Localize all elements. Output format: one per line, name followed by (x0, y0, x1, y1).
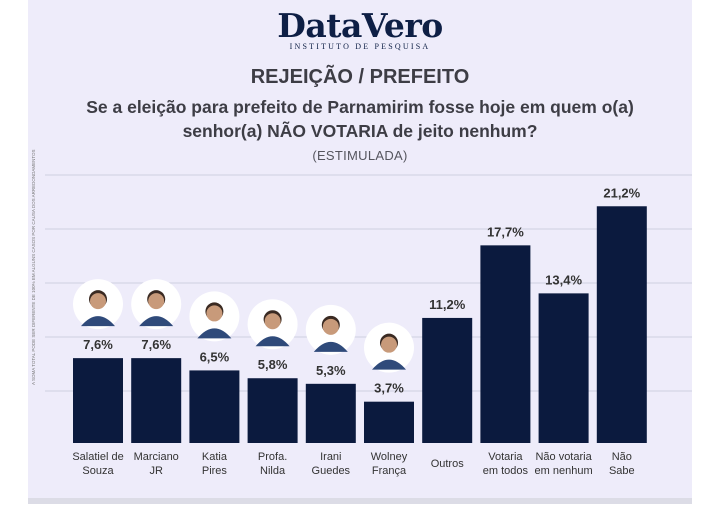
value-label-8: 13,4% (545, 272, 582, 287)
brand-subtitle: INSTITUTO DE PESQUISA (289, 42, 431, 51)
category-label-3: Nilda (260, 465, 286, 477)
photo-face-5 (381, 336, 397, 353)
value-label-9: 21,2% (603, 185, 640, 200)
stimulated-label: (ESTIMULADA) (312, 148, 408, 163)
photo-shoulders-4 (313, 341, 348, 352)
question-line-1: Se a eleição para prefeito de Parnamirim… (86, 97, 634, 117)
chart-question: Se a eleição para prefeito de Parnamirim… (60, 95, 660, 143)
category-label-7: em todos (483, 465, 529, 477)
category-label-2: Katia (202, 451, 228, 463)
category-label-4: Irani (320, 451, 341, 463)
chart-title: REJEIÇÃO / PREFEITO (250, 66, 470, 88)
value-label-5: 3,7% (374, 381, 404, 396)
category-label-5: Wolney (371, 451, 408, 463)
category-label-9: Não (612, 451, 632, 463)
brand-name: DataVero (277, 6, 443, 45)
category-label-4: Guedes (312, 465, 351, 477)
bar-6 (422, 317, 473, 443)
bar-7 (480, 245, 531, 443)
bar-4 (305, 383, 356, 443)
bar-0 (73, 358, 123, 443)
bar-2 (189, 370, 240, 443)
category-label-8: em nenhum (535, 465, 593, 477)
bar-5 (364, 401, 414, 443)
photo-shoulders-1 (139, 316, 174, 327)
value-label-3: 5,8% (258, 357, 288, 372)
category-label-5: França (372, 465, 407, 477)
category-label-0: Salatiel de (72, 451, 123, 463)
photo-face-3 (264, 313, 281, 330)
photo-face-1 (148, 293, 165, 310)
photo-face-4 (322, 318, 339, 335)
value-label-4: 5,3% (316, 363, 346, 378)
category-label-3: Profa. (258, 451, 287, 463)
photo-face-0 (90, 293, 106, 310)
category-label-6: Outros (431, 458, 465, 470)
bar-9 (596, 206, 647, 443)
photo-shoulders-2 (197, 328, 232, 339)
bar-3 (247, 378, 298, 443)
category-label-9: Sabe (609, 465, 635, 477)
bar-8 (538, 293, 589, 443)
photo-face-2 (206, 305, 223, 322)
category-label-1: JR (149, 465, 163, 477)
value-label-1: 7,6% (141, 337, 171, 352)
category-label-2: Pires (202, 465, 228, 477)
bar-1 (131, 358, 182, 443)
photo-shoulders-0 (81, 316, 115, 327)
value-label-7: 17,7% (487, 224, 524, 239)
category-label-0: Souza (82, 465, 114, 477)
value-label-2: 6,5% (200, 349, 230, 364)
question-line-2: senhor(a) NÃO VOTARIA de jeito nenhum? (182, 121, 538, 141)
card-shadow (28, 498, 692, 504)
photo-shoulders-5 (372, 359, 406, 370)
category-label-8: Não votaria (535, 451, 592, 463)
category-label-1: Marciano (134, 451, 179, 463)
category-label-7: Votaria (488, 451, 523, 463)
brand-logo: DataVero INSTITUTO DE PESQUISA (0, 6, 720, 52)
photo-shoulders-3 (255, 336, 290, 347)
value-label-6: 11,2% (429, 297, 466, 312)
value-label-0: 7,6% (83, 337, 113, 352)
